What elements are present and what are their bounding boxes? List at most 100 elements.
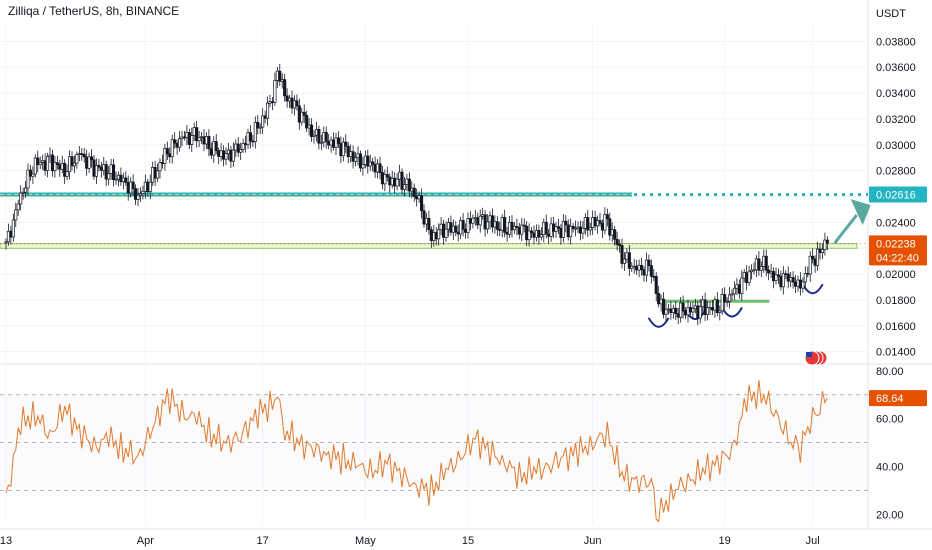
- candle-body: [239, 148, 243, 153]
- candle-body: [466, 218, 470, 233]
- candle-body: [547, 233, 551, 237]
- candle-body: [55, 162, 59, 165]
- candle-body: [280, 79, 284, 82]
- candle-body: [823, 239, 827, 250]
- candle-body: [723, 294, 727, 303]
- candle-body: [796, 279, 800, 287]
- candle-body: [742, 272, 746, 279]
- countdown-badge: 04:22:40: [876, 252, 919, 264]
- candle-body: [324, 132, 328, 142]
- time-axis: 13 Apr 17 May 15 Jun 19 Jul: [0, 535, 820, 547]
- candle-body: [48, 154, 52, 157]
- candle-body: [349, 151, 353, 157]
- candle-body: [138, 193, 142, 196]
- candle-body: [202, 136, 206, 145]
- candle-body: [207, 136, 211, 150]
- candle-body: [9, 230, 13, 238]
- candle-body: [693, 305, 697, 310]
- candle-body: [261, 115, 265, 128]
- candle-body: [442, 223, 446, 238]
- candle-body: [136, 194, 140, 200]
- candle-body: [310, 124, 314, 137]
- last-price-badge-bg: [869, 235, 927, 266]
- candle-body: [41, 160, 45, 163]
- candle-body: [515, 225, 519, 228]
- candle-body: [461, 220, 465, 230]
- price-tick-label: 0.01400: [876, 347, 916, 359]
- candle-body: [478, 215, 482, 226]
- candle-body: [640, 264, 644, 271]
- candle-body: [168, 153, 172, 158]
- candle-body: [273, 80, 277, 103]
- candle-body: [781, 273, 785, 288]
- candle-body: [483, 214, 487, 230]
- currency-label: USDT: [876, 8, 906, 20]
- candle-body: [217, 150, 221, 157]
- candle-body: [33, 157, 37, 175]
- candle-body: [752, 269, 756, 272]
- candle-body: [473, 217, 477, 220]
- candle-body: [735, 284, 739, 289]
- candle-body: [43, 160, 47, 171]
- candle-body: [615, 238, 619, 245]
- candle-body: [253, 122, 257, 142]
- candle-body: [427, 217, 431, 231]
- candle-body: [710, 307, 714, 311]
- candle-body: [715, 299, 719, 313]
- candle-body: [366, 155, 370, 167]
- candle-body: [498, 229, 502, 231]
- candle-body: [395, 178, 399, 187]
- candle-body: [143, 181, 147, 192]
- time-tick-label: Jul: [806, 535, 820, 547]
- candle-body: [129, 181, 133, 194]
- time-tick-label: 17: [257, 535, 269, 547]
- candle-body: [383, 174, 387, 185]
- candle-body: [669, 308, 673, 314]
- candle-body: [798, 279, 802, 289]
- candle-body: [246, 132, 250, 146]
- price-tick-label: 0.01600: [876, 321, 916, 333]
- candle-body: [393, 177, 397, 187]
- candle-body: [720, 294, 724, 312]
- candle-body: [190, 135, 194, 145]
- candle-body: [576, 226, 580, 229]
- candle-body: [803, 273, 807, 283]
- candle-body: [429, 229, 433, 242]
- candle-body: [456, 231, 460, 235]
- candle-body: [165, 148, 169, 155]
- candle-body: [610, 229, 614, 236]
- candle-body: [278, 70, 282, 82]
- candle-body: [503, 217, 507, 233]
- candle-body: [598, 220, 602, 224]
- candle-body: [182, 136, 186, 139]
- candle-body: [776, 274, 780, 277]
- candle-body: [85, 156, 89, 169]
- candle-body: [87, 156, 91, 169]
- candle-body: [209, 148, 213, 156]
- candle-body: [769, 271, 773, 274]
- candle-body: [613, 229, 617, 240]
- candle-body: [659, 298, 663, 305]
- candle-body: [415, 196, 419, 200]
- candle-body: [70, 156, 74, 167]
- candle-body: [444, 228, 448, 238]
- rsi-series: [0, 379, 868, 523]
- candle-body: [358, 153, 362, 169]
- candle-body: [476, 217, 480, 226]
- candle-body: [195, 127, 199, 142]
- candle-body: [197, 137, 201, 142]
- candle-body: [398, 171, 402, 180]
- price-tick-label: 0.02800: [876, 166, 916, 178]
- candle-body: [224, 153, 228, 160]
- candle-body: [307, 124, 311, 129]
- rsi-tick-label: 60.00: [876, 414, 904, 426]
- candle-body: [586, 217, 590, 231]
- candle-body: [556, 226, 560, 229]
- candle-body: [679, 302, 683, 318]
- candle-body: [212, 141, 216, 156]
- candle-body: [80, 153, 84, 155]
- candle-body: [464, 229, 468, 233]
- candle-body: [104, 164, 108, 180]
- time-tick-label: Jun: [584, 535, 602, 547]
- candle-body: [226, 149, 230, 155]
